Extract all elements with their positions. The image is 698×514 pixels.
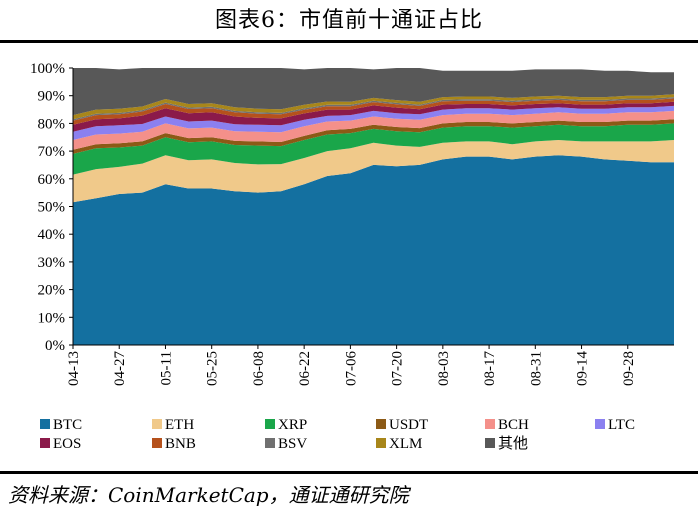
legend-label-10: 其他 xyxy=(498,435,528,452)
x-tick-label: 08-17 xyxy=(482,351,498,386)
x-tick-label: 05-11 xyxy=(158,351,174,385)
x-tick-label: 09-14 xyxy=(575,351,591,386)
legend-swatch-8 xyxy=(265,438,275,448)
area-series-5 xyxy=(73,105,674,140)
area-series-1 xyxy=(73,140,674,203)
area-series-7 xyxy=(73,98,674,125)
area-series-9 xyxy=(73,94,674,120)
source-note: 资料来源：CoinMarketCap，通证通研究院 xyxy=(8,483,409,507)
legend-label-7: BNB xyxy=(165,436,196,452)
chart-title: 图表6：市值前十通证占比 xyxy=(215,8,483,33)
area-series-10 xyxy=(73,68,674,116)
area-series-3 xyxy=(73,119,674,154)
legend-label-1: ETH xyxy=(165,417,194,433)
x-tick-label: 06-22 xyxy=(297,351,313,386)
legend-label-2: XRP xyxy=(278,417,307,433)
legend-label-4: BCH xyxy=(498,417,529,433)
legend-swatch-5 xyxy=(595,419,605,429)
x-tick-label: 06-08 xyxy=(251,351,267,386)
y-tick-label: 50% xyxy=(38,200,66,216)
x-tick-label: 07-06 xyxy=(343,351,359,386)
legend-swatch-2 xyxy=(265,419,275,429)
y-tick-label: 0% xyxy=(45,338,65,354)
y-tick-label: 30% xyxy=(38,255,66,271)
legend-swatch-0 xyxy=(40,419,50,429)
legend-label-0: BTC xyxy=(53,417,82,433)
legend-swatch-3 xyxy=(376,419,386,429)
y-tick-label: 90% xyxy=(38,89,66,105)
y-tick-label: 40% xyxy=(38,227,66,243)
y-tick-label: 80% xyxy=(38,116,66,132)
legend-label-6: EOS xyxy=(53,436,81,452)
legend-swatch-1 xyxy=(152,419,162,429)
x-tick-label: 04-13 xyxy=(66,351,82,386)
legend-swatch-4 xyxy=(485,419,495,429)
x-tick-label: 05-25 xyxy=(205,351,221,386)
legend-swatch-6 xyxy=(40,438,50,448)
area-series-0 xyxy=(73,155,674,345)
y-tick-label: 60% xyxy=(38,172,66,188)
legend-label-3: USDT xyxy=(389,417,428,433)
x-tick-label: 09-28 xyxy=(621,351,637,386)
area-series-4 xyxy=(73,110,674,150)
x-tick-label: 08-31 xyxy=(528,351,544,386)
area-series-2 xyxy=(73,123,674,175)
title-underline xyxy=(0,40,698,43)
legend-swatch-9 xyxy=(376,438,386,448)
legend-label-5: LTC xyxy=(608,417,635,433)
x-tick-label: 04-27 xyxy=(112,351,128,386)
y-tick-label: 100% xyxy=(30,61,65,77)
legend-label-9: XLM xyxy=(389,436,422,452)
y-tick-label: 20% xyxy=(38,283,66,299)
chart: 0% 10% 20% 30% 40% 50% 60% 70% 80% 90% 100% 04-13 04… xyxy=(30,61,674,452)
legend-swatch-7 xyxy=(152,438,162,448)
legend-label-8: BSV xyxy=(278,436,307,452)
footer-rule xyxy=(0,471,698,474)
legend-swatch-10 xyxy=(485,438,495,448)
y-tick-label: 70% xyxy=(38,144,66,160)
x-tick-label: 07-20 xyxy=(390,351,406,386)
area-series-6 xyxy=(73,101,674,132)
x-tick-label: 08-03 xyxy=(436,351,452,386)
area-series-8 xyxy=(73,97,674,121)
y-tick-label: 10% xyxy=(38,310,66,326)
